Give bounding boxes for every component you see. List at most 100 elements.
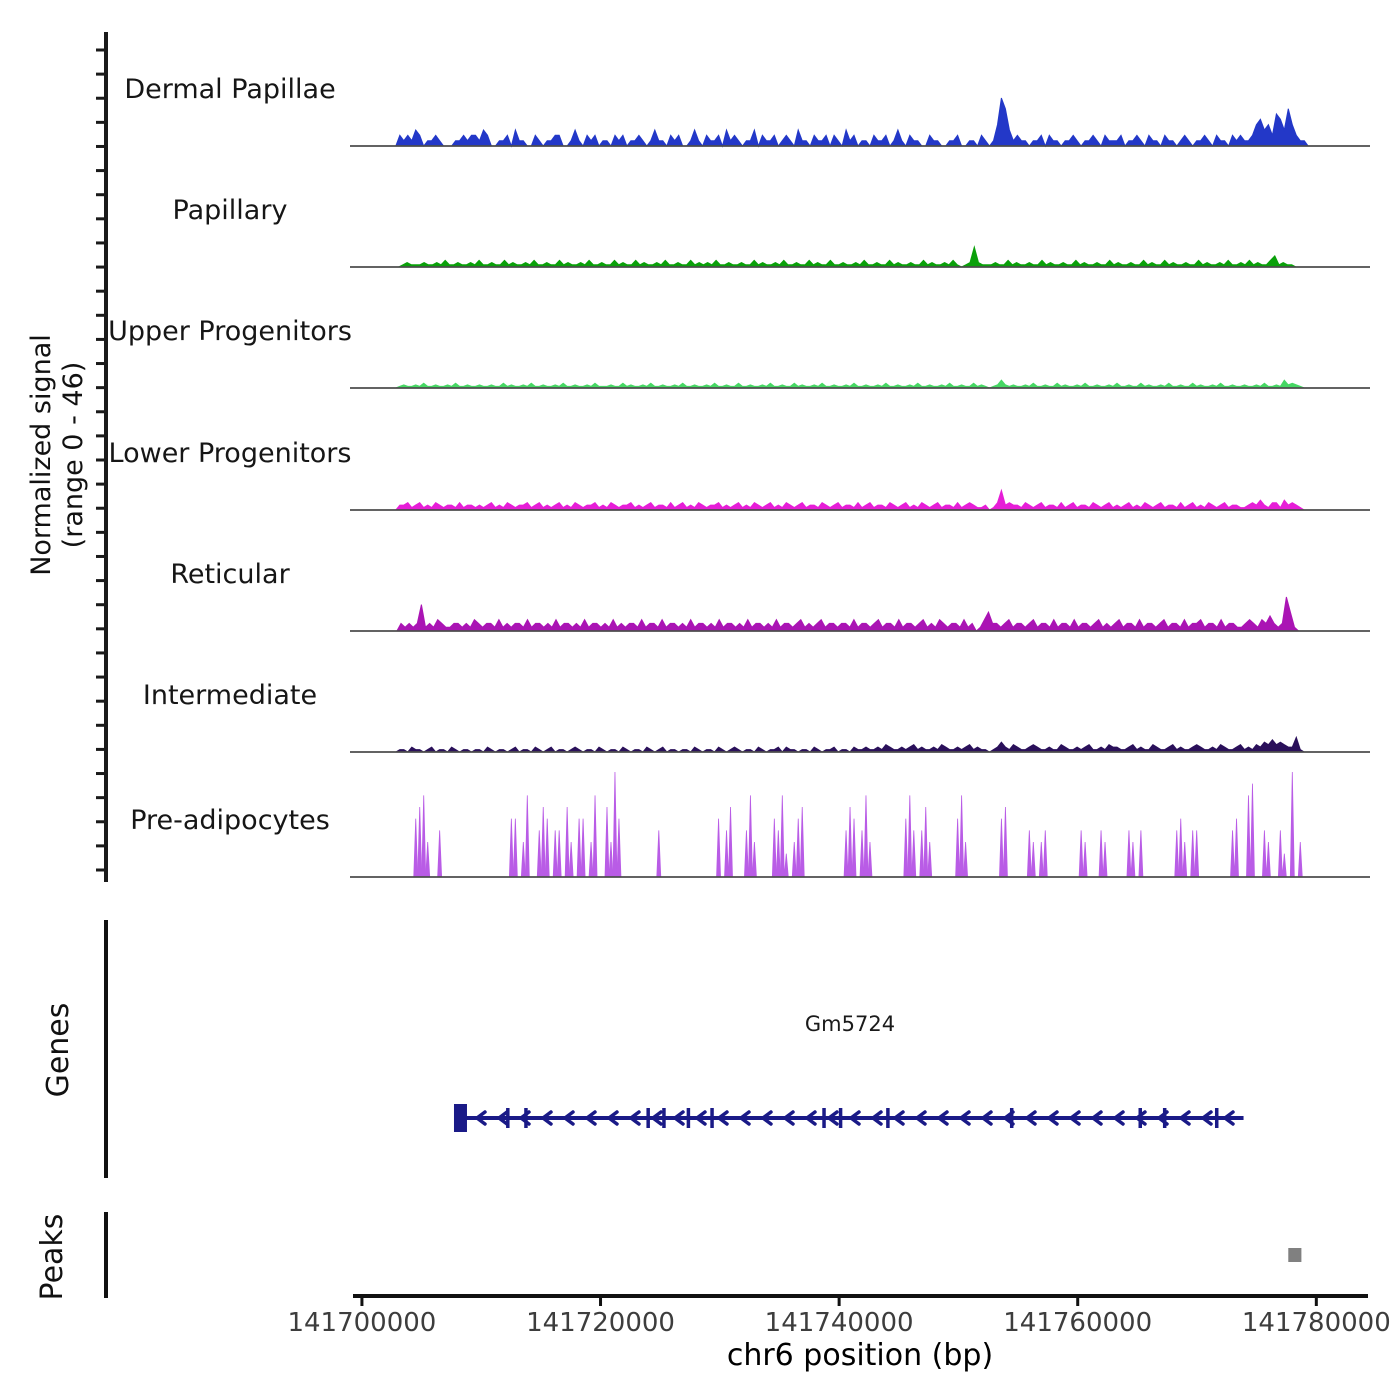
- x-tick-label-141700000: 141700000: [287, 1308, 437, 1338]
- signal-spike: [544, 818, 550, 878]
- gene-strand-arrow-icon: [584, 1110, 597, 1126]
- gene-strand-arrow-icon: [650, 1110, 663, 1126]
- signal-spike: [791, 841, 797, 878]
- signal-spike: [1261, 830, 1267, 878]
- signal-spike: [775, 830, 781, 878]
- signal-spike: [847, 806, 853, 878]
- signal-spike: [1250, 783, 1255, 878]
- signal-spike: [955, 818, 961, 878]
- signal-spike: [867, 841, 873, 878]
- gene-strand-arrow-icon: [1222, 1110, 1235, 1126]
- gene-strand-arrow-icon: [782, 1110, 795, 1126]
- signal-spike: [851, 818, 857, 878]
- gene-strand-arrow-icon: [606, 1110, 619, 1126]
- gene-strand-arrow-icon: [738, 1110, 751, 1126]
- signal-spike: [552, 830, 558, 878]
- signal-spike: [520, 841, 526, 878]
- gene-strand-arrow-icon: [848, 1110, 861, 1126]
- signal-spike: [576, 818, 582, 878]
- signal-spike: [724, 830, 729, 878]
- signal-spike: [923, 806, 929, 878]
- signal-spike: [919, 830, 925, 878]
- signal-spike: [1194, 830, 1200, 878]
- signal-spike: [1042, 830, 1048, 878]
- signal-spike: [1030, 841, 1036, 878]
- gene-strand-arrow-icon: [804, 1110, 817, 1126]
- signal-spike: [1078, 830, 1084, 878]
- signal-spike: [1174, 830, 1180, 878]
- signal-spike: [783, 853, 789, 878]
- signal-area-2: [350, 379, 1370, 389]
- signal-spike: [608, 841, 614, 878]
- gene-strand-arrow-icon: [958, 1110, 971, 1126]
- gene-strand-arrow-icon: [694, 1110, 707, 1126]
- signal-spike: [656, 830, 662, 878]
- track-label-lower-progenitors: Lower Progenitors: [108, 438, 352, 469]
- signal-spike: [959, 795, 965, 878]
- signal-spike: [1126, 830, 1132, 878]
- peaks-section-label: Peaks: [35, 1213, 70, 1301]
- signal-spike: [524, 795, 530, 878]
- signal-spike: [580, 818, 586, 878]
- track-label-dermal-papillae: Dermal Papillae: [124, 74, 336, 105]
- signal-spike: [771, 818, 777, 878]
- signal-spike: [927, 841, 933, 878]
- track-label-reticular: Reticular: [170, 559, 290, 590]
- gene-strand-arrow-icon: [1112, 1110, 1125, 1126]
- track-label-upper-progenitors: Upper Progenitors: [108, 316, 352, 347]
- signal-spike: [592, 795, 598, 878]
- gene-strand-arrow-icon: [936, 1110, 949, 1126]
- signal-spike: [1003, 806, 1008, 878]
- peak-region-marker: [1288, 1248, 1302, 1262]
- gene-strand-arrow-icon: [1134, 1110, 1147, 1126]
- signal-spike: [748, 795, 753, 878]
- gene-strand-arrow-icon: [1024, 1110, 1037, 1126]
- signal-spike: [1082, 841, 1088, 878]
- signal-spike: [1297, 841, 1303, 878]
- signal-spike: [911, 830, 917, 878]
- x-tick-label-141720000: 141720000: [526, 1308, 675, 1338]
- signal-spike: [512, 818, 518, 878]
- signal-spike: [1038, 841, 1044, 878]
- gene-strand-arrow-icon: [672, 1110, 685, 1126]
- x-tick-label-141780000: 141780000: [1241, 1308, 1391, 1338]
- x-axis-title: chr6 position (bp): [726, 1338, 994, 1373]
- gene-strand-arrow-icon: [716, 1110, 729, 1126]
- signal-spike: [568, 841, 574, 878]
- gene-strand-arrow-icon: [1200, 1110, 1213, 1126]
- gene-strand-arrow-icon: [1090, 1110, 1103, 1126]
- gene-strand-arrow-icon: [628, 1110, 641, 1126]
- gene-strand-arrow-icon: [496, 1110, 509, 1126]
- signal-spike: [556, 830, 562, 878]
- signal-spike: [421, 795, 427, 878]
- gene-strand-arrow-icon: [1068, 1110, 1081, 1126]
- gene-strand-arrow-icon: [760, 1110, 773, 1126]
- signal-spike: [612, 771, 618, 878]
- track-label-intermediate: Intermediate: [142, 680, 318, 711]
- gene-exon-block: [453, 1104, 467, 1132]
- x-tick-label-141740000: 141740000: [764, 1308, 914, 1338]
- signal-spike: [1098, 830, 1104, 878]
- signal-spike: [907, 795, 913, 878]
- gene-name-label: Gm5724: [804, 1012, 896, 1036]
- signal-spike: [795, 818, 801, 878]
- signal-spike: [508, 818, 514, 878]
- gene-strand-arrow-icon: [540, 1110, 553, 1126]
- signal-area-0: [350, 97, 1370, 148]
- track-label-pre-adipocytes: Pre-adipocytes: [130, 805, 330, 836]
- gene-strand-arrow-icon: [914, 1110, 927, 1126]
- x-tick-label-141760000: 141760000: [1003, 1308, 1153, 1338]
- signal-spike: [1265, 841, 1271, 878]
- signal-spike: [863, 795, 869, 878]
- signal-spike: [437, 830, 443, 878]
- signal-spike: [963, 841, 969, 878]
- signal-spike: [1246, 795, 1251, 878]
- signal-spike: [1190, 830, 1196, 878]
- signal-spike: [859, 830, 865, 878]
- track-label-papillary: Papillary: [172, 195, 288, 226]
- signal-spike: [1102, 841, 1108, 878]
- signal-spike: [1289, 771, 1295, 878]
- signal-area-4: [350, 596, 1370, 632]
